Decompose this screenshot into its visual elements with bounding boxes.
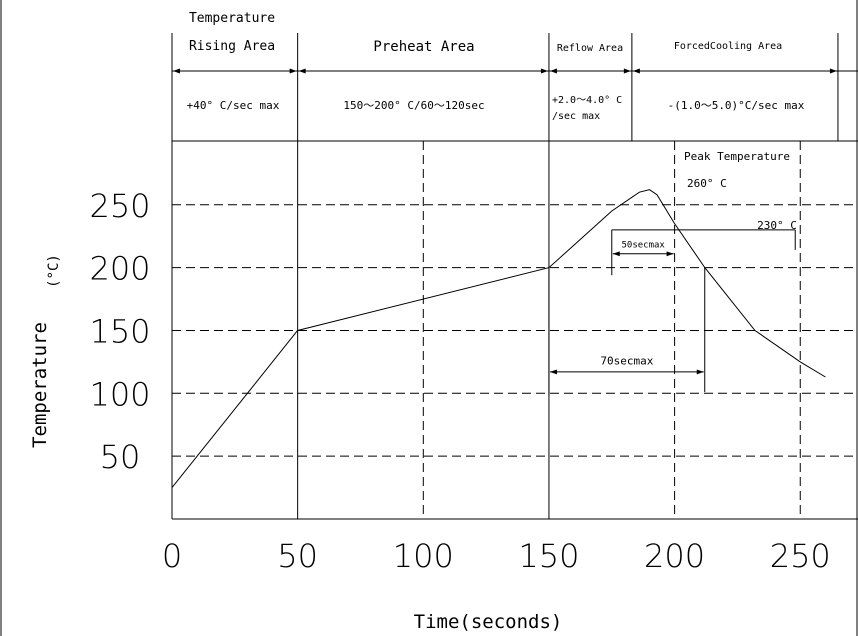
x-tick-label-200: 200 [644,537,705,575]
y-tick-label-200: 200 [89,250,150,288]
x-tick-label-150: 150 [518,537,579,575]
zone-preheat-rate: 150～200° C/60～120sec [343,99,484,112]
zone-preheat-title: Preheat Area [373,39,474,55]
plot-area: 0 50 100 150 200 250 50 100 150 200 250 Peak Temp… [89,141,858,575]
zone-header: Temperature Rising Area +40° C/sec max P… [171,11,858,142]
zone-rising-title-line1: Temperature [189,11,275,26]
x-axis-title: Time(seconds) [414,611,563,633]
time-200-label: 70secmax [600,354,653,367]
peak-temperature-label: Peak Temperature [684,150,790,163]
time-230-label: 50secmax [622,240,666,250]
zone-rising-rate: +40° C/sec max [187,99,280,112]
zone-reflow-rate-line2: /sec max [552,111,600,122]
series-line-temperature-profile [171,189,826,488]
zone-cooling-rate: -(1.0～5.0)°C/sec max [668,99,805,112]
x-tick-label-0: 0 [162,537,182,575]
peak-temperature-value: 260° C [687,177,727,190]
zone-reflow-rate-line1: +2.0～4.0° C [552,95,622,106]
level-230-label: 230° C [757,219,797,232]
zone-cooling-title: ForcedCooling Area [674,41,782,52]
x-tick-label-100: 100 [393,537,454,575]
y-axis-unit: (°C) [46,254,62,288]
y-tick-label-150: 150 [89,312,150,350]
zone-rising-title-line2: Rising Area [189,39,275,54]
y-tick-label-100: 100 [89,375,150,413]
y-tick-label-250: 250 [89,187,150,225]
zone-reflow-title: Reflow Area [557,43,623,54]
y-tick-label-50: 50 [100,438,141,476]
y-axis-title: Temperature [29,322,51,448]
x-tick-label-250: 250 [770,537,831,575]
x-tick-label-50: 50 [277,537,318,575]
